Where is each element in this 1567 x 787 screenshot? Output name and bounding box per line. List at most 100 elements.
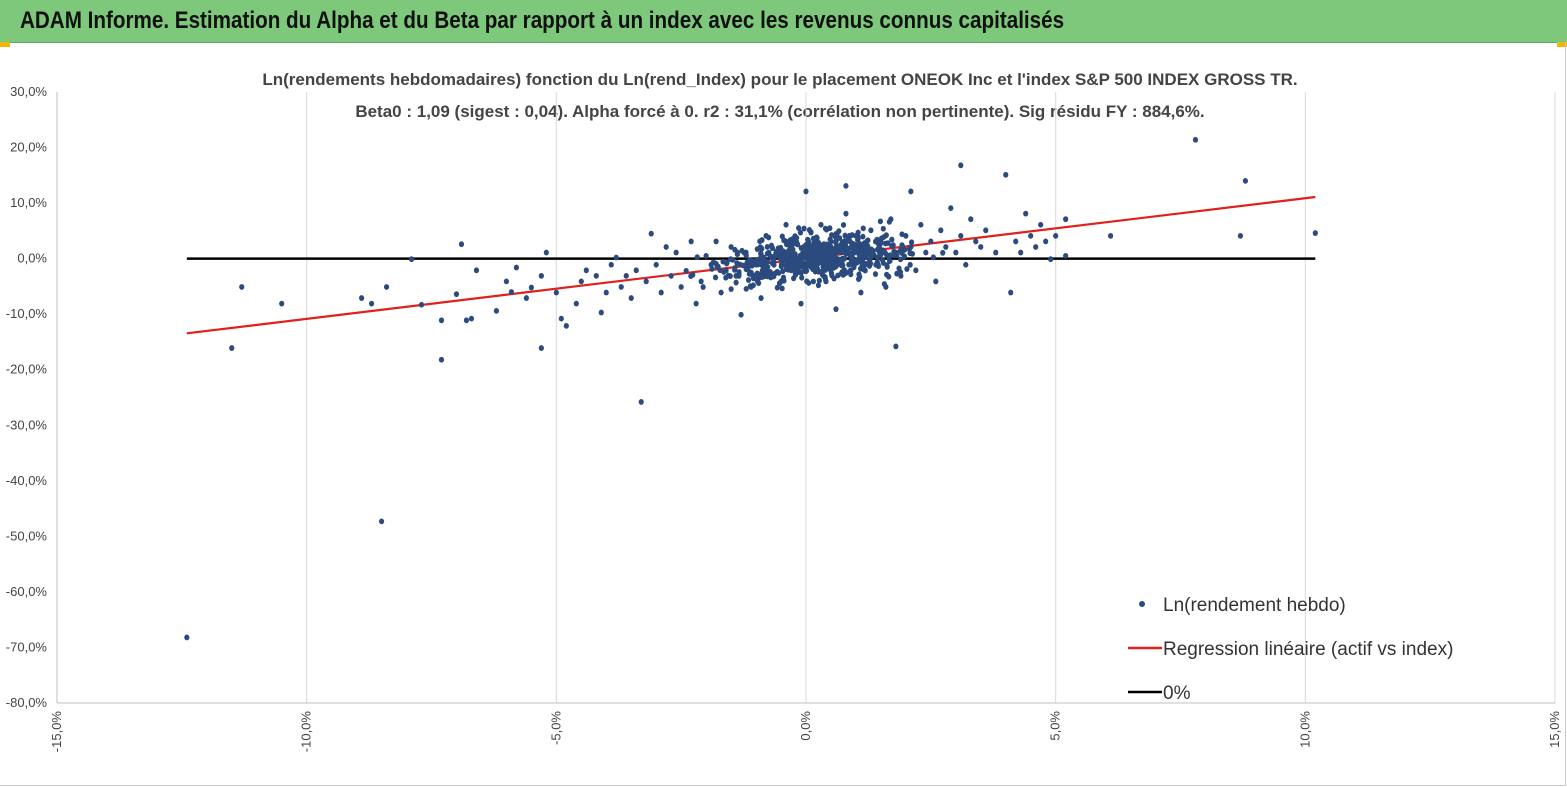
data-point: [823, 258, 830, 265]
data-point: [724, 259, 730, 266]
data-point: [573, 300, 579, 307]
chart-legend: Ln(rendement hebdo) Regression linéaire …: [1128, 595, 1453, 704]
x-tick-label: -15,0%: [49, 711, 64, 753]
data-point: [793, 240, 799, 247]
data-point: [438, 317, 445, 324]
data-point: [818, 269, 824, 275]
data-point: [700, 284, 706, 290]
y-tick-label: 30,0%: [10, 84, 47, 99]
data-point: [861, 242, 867, 249]
data-point: [899, 243, 905, 250]
data-point: [738, 311, 744, 318]
y-tick-label: -10,0%: [6, 306, 48, 321]
data-point: [806, 280, 812, 286]
data-point: [358, 295, 365, 301]
y-tick-label: -50,0%: [6, 528, 48, 543]
legend-marker-points: [1139, 601, 1145, 607]
data-point: [1053, 232, 1059, 239]
data-point: [769, 254, 775, 261]
x-tick-label: 15,0%: [1547, 711, 1562, 748]
data-point: [734, 260, 740, 267]
data-point: [463, 317, 470, 324]
data-point: [818, 221, 824, 228]
data-point: [856, 257, 862, 264]
x-tick-label: 10,0%: [1297, 711, 1312, 748]
data-point: [759, 267, 766, 274]
resize-handle-top-left[interactable]: [0, 42, 10, 47]
data-point: [893, 343, 899, 350]
data-point: [908, 188, 914, 195]
data-point: [930, 254, 936, 261]
data-point: [758, 295, 764, 301]
data-point: [653, 261, 659, 268]
data-point: [728, 286, 734, 293]
data-point: [473, 267, 480, 274]
data-point: [852, 245, 859, 252]
data-point: [943, 244, 949, 250]
data-point: [239, 284, 245, 290]
data-point: [858, 246, 864, 253]
data-point: [776, 280, 783, 287]
data-point: [812, 258, 818, 264]
x-tick-label: -5,0%: [548, 711, 563, 745]
data-point: [1003, 171, 1009, 178]
data-point: [856, 250, 862, 257]
legend-label-zero: 0%: [1163, 683, 1191, 704]
data-point: [598, 309, 604, 316]
data-point: [757, 238, 763, 245]
data-point: [734, 251, 741, 258]
data-point: [880, 225, 886, 232]
data-point: [1237, 232, 1244, 239]
data-point: [783, 238, 789, 245]
data-point: [764, 244, 770, 250]
data-point: [774, 268, 780, 275]
data-point: [918, 221, 924, 228]
data-point: [790, 263, 796, 270]
data-point: [438, 356, 445, 363]
y-tick-label: -70,0%: [6, 639, 48, 654]
data-point: [896, 265, 902, 272]
data-point: [791, 275, 797, 282]
x-tick-label: 0,0%: [798, 711, 813, 741]
data-point: [493, 307, 500, 314]
data-point: [741, 249, 747, 256]
data-point: [523, 295, 529, 301]
data-point: [776, 253, 782, 260]
data-point: [792, 254, 798, 261]
data-point: [809, 243, 815, 250]
data-point: [840, 222, 847, 228]
data-point: [848, 271, 854, 278]
data-point: [827, 253, 833, 260]
resize-handle-top-right[interactable]: [1557, 42, 1567, 47]
data-point: [728, 256, 734, 263]
data-point: [818, 247, 824, 254]
data-point: [879, 257, 886, 263]
data-point: [797, 229, 804, 236]
data-point: [859, 265, 865, 272]
data-point: [748, 270, 754, 277]
data-point: [913, 267, 919, 274]
data-point: [899, 231, 905, 238]
data-point: [563, 322, 569, 329]
data-point: [832, 239, 839, 246]
data-point: [1242, 177, 1249, 184]
data-point: [780, 268, 786, 275]
data-point: [881, 234, 887, 240]
data-point: [765, 273, 771, 280]
x-tick-label: -10,0%: [299, 711, 314, 753]
data-point: [643, 278, 649, 285]
data-point: [882, 249, 888, 256]
data-point: [728, 244, 734, 250]
data-point: [801, 264, 807, 271]
data-point: [453, 291, 460, 298]
data-point: [774, 284, 780, 291]
data-point: [807, 250, 813, 257]
data-point: [668, 272, 674, 279]
data-point: [836, 235, 843, 241]
data-point: [889, 243, 895, 249]
data-point: [1312, 230, 1318, 236]
data-point: [841, 255, 848, 262]
data-point: [798, 245, 804, 251]
chart-title-line-2: Beta0 : 1,09 (sigest : 0,04). Alpha forc…: [355, 102, 1204, 121]
data-point: [754, 270, 760, 277]
